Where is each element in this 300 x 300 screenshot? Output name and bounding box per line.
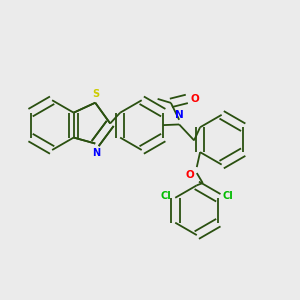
Text: N: N <box>92 148 100 158</box>
Text: Cl: Cl <box>223 191 233 201</box>
Text: O: O <box>191 94 200 104</box>
Text: S: S <box>92 89 99 99</box>
Text: N: N <box>175 110 184 120</box>
Text: Cl: Cl <box>160 191 171 201</box>
Text: O: O <box>185 170 194 180</box>
